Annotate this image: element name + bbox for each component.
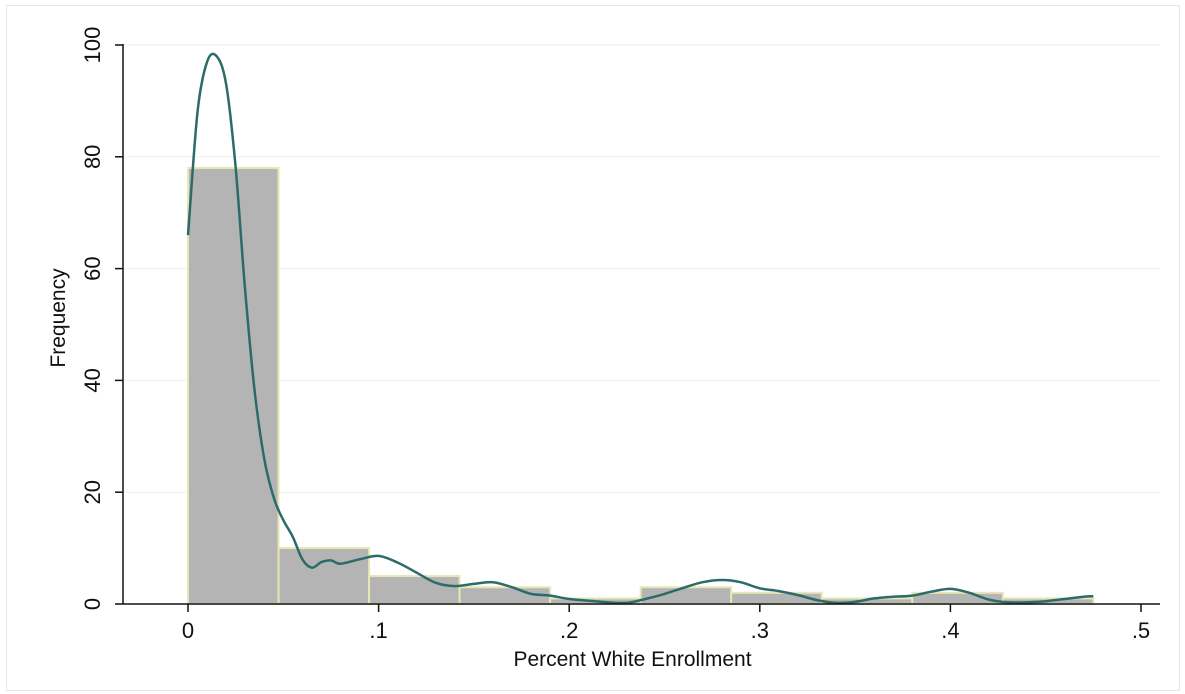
y-tick-label-100: 100 bbox=[80, 27, 105, 64]
x-tick-label-1: .1 bbox=[369, 618, 387, 643]
x-tick-label-0: 0 bbox=[182, 618, 194, 643]
bar-1 bbox=[187, 166, 280, 605]
x-tick-label-5: .5 bbox=[1132, 618, 1150, 643]
y-tick-label-60: 60 bbox=[80, 256, 105, 280]
bar-3 bbox=[368, 575, 461, 605]
y-tick-label-40: 40 bbox=[80, 368, 105, 392]
x-tick-label-2: .2 bbox=[560, 618, 578, 643]
histogram-bars bbox=[187, 166, 1095, 606]
x-axis-title: Percent White Enrollment bbox=[513, 648, 751, 671]
y-axis-title: Frequency bbox=[47, 268, 70, 368]
gridlines bbox=[123, 44, 1160, 493]
y-tick-label-0: 0 bbox=[80, 598, 105, 610]
density-curve bbox=[186, 52, 1094, 605]
x-tick-label-3: .3 bbox=[751, 618, 769, 643]
x-axis-ticks: 0 .1 .2 .3 .4 .5 bbox=[182, 604, 1150, 643]
y-tick-label-20: 20 bbox=[80, 480, 105, 504]
y-axis-ticks: 0 20 40 60 80 100 bbox=[80, 27, 123, 610]
bar-2 bbox=[277, 547, 371, 605]
x-tick-label-4: .4 bbox=[941, 618, 959, 643]
y-tick-label-80: 80 bbox=[80, 145, 105, 169]
